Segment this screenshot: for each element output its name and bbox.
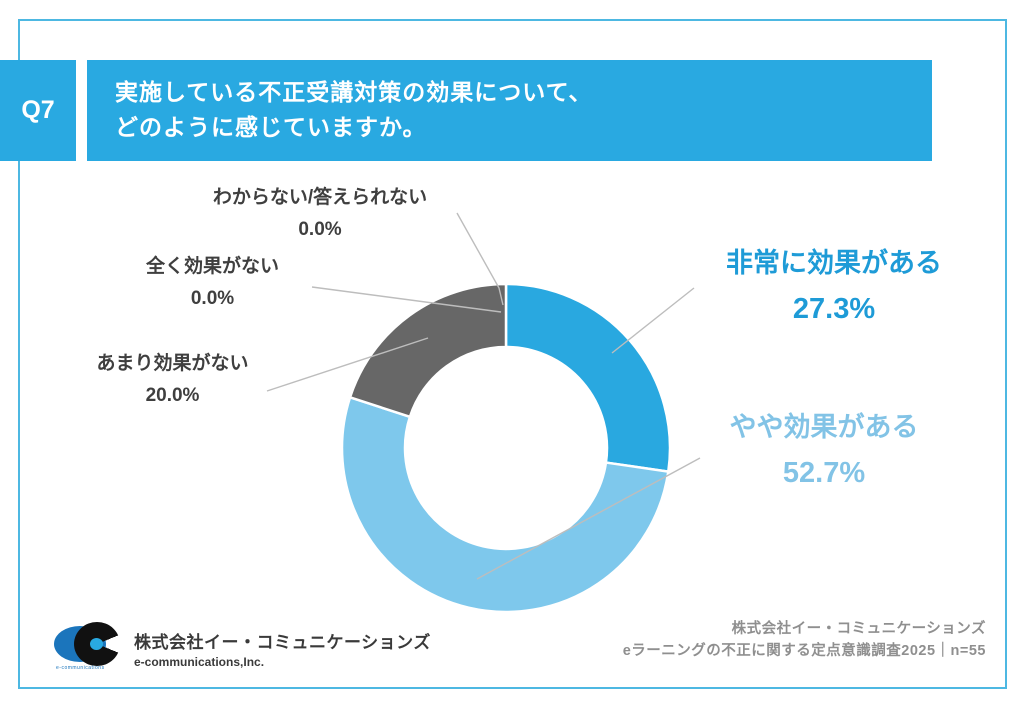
slice-label-somewhat-effective-pct: 52.7% [782, 457, 866, 490]
slice-label-no-effect: 全く効果がない 0.0% [105, 256, 320, 311]
donut-segment-very-effective [504, 282, 672, 473]
donut-segment-somewhat-effective [340, 396, 670, 614]
donut-segments [340, 282, 672, 614]
slice-label-somewhat-effective: やや効果がある 52.7% [678, 411, 970, 491]
slice-label-very-effective: 非常に効果がある 27.3% [688, 247, 980, 327]
question-number: Q7 [21, 96, 55, 124]
leader-lines [266, 212, 701, 580]
question-title-line1: 実施している不正受講対策の効果について、 [115, 79, 593, 105]
leader-line-unknown [456, 212, 504, 306]
slice-label-somewhat-effective-text: やや効果がある [729, 412, 919, 442]
question-title-line2: どのように感じていますか。 [115, 113, 427, 140]
footer-company-name-en: e-communications,Inc. [134, 655, 265, 669]
slice-label-unknown: わからない/答えられない 0.0% [170, 187, 470, 242]
slice-label-unknown-pct: 0.0% [298, 218, 342, 240]
slice-label-little-effect: あまり効果がない 20.0% [65, 353, 280, 408]
footer-source: 株式会社イー・コミュニケーションズ eラーニングの不正に関する定点意識調査202… [623, 619, 986, 663]
leader-line-little-effect [266, 337, 429, 392]
question-number-box: Q7 [0, 60, 76, 161]
e-communications-logo-icon: e-communications [54, 622, 126, 672]
footer-source-line1: 株式会社イー・コミュニケーションズ [731, 621, 986, 637]
slice-label-no-effect-pct: 0.0% [190, 287, 235, 309]
footer-company-text: 株式会社イー・コミュニケーションズ e-communications,Inc. [134, 622, 431, 669]
slice-label-no-effect-text: 全く効果がない [145, 256, 279, 277]
question-title-banner: 実施している不正受講対策の効果について、 どのように感じていますか。 [87, 60, 932, 161]
slice-label-unknown-text: わからない/答えられない [212, 187, 428, 208]
donut-segment-little-effect [348, 282, 508, 419]
footer-company: e-communications 株式会社イー・コミュニケーションズ e-com… [54, 622, 431, 672]
slice-label-very-effective-pct: 27.3% [792, 293, 876, 326]
leader-line-somewhat-effective [476, 457, 701, 580]
footer-company-name: 株式会社イー・コミュニケーションズ [134, 633, 431, 652]
leader-line-very-effective [611, 287, 695, 354]
slice-label-little-effect-pct: 20.0% [145, 384, 200, 406]
slice-label-little-effect-text: あまり効果がない [96, 353, 249, 374]
leader-line-no-effect [311, 286, 502, 313]
logo-c-dot-shape [90, 638, 103, 650]
slice-label-very-effective-text: 非常に効果がある [726, 248, 942, 278]
footer-source-line2: eラーニングの不正に関する定点意識調査2025｜n=55 [622, 642, 986, 659]
logo-tiny-text: e-communications [56, 665, 105, 671]
